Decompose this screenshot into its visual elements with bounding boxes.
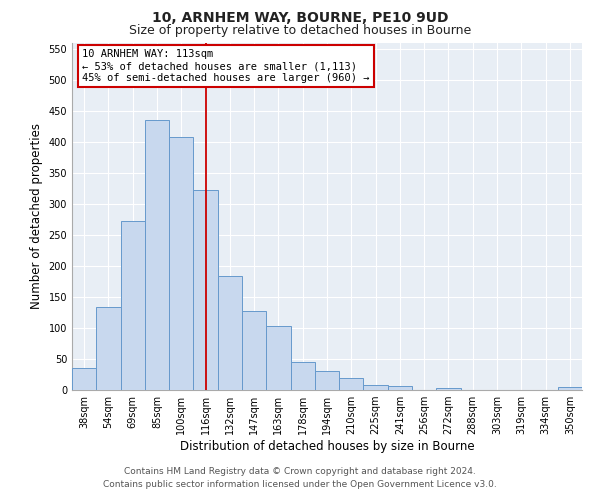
Bar (388, 386, 412, 390)
Bar (169, 138, 193, 390)
Bar (242, 310, 266, 390)
Text: 10, ARNHEM WAY, BOURNE, PE10 9UD: 10, ARNHEM WAY, BOURNE, PE10 9UD (152, 11, 448, 25)
Bar (96, 308, 121, 390)
Bar (193, 190, 218, 390)
Bar (290, 362, 315, 390)
Bar (145, 120, 169, 390)
Y-axis label: Number of detached properties: Number of detached properties (30, 123, 43, 309)
Text: Contains HM Land Registry data © Crown copyright and database right 2024.
Contai: Contains HM Land Registry data © Crown c… (103, 467, 497, 489)
Bar (436, 388, 461, 390)
Bar (339, 378, 364, 390)
Text: Size of property relative to detached houses in Bourne: Size of property relative to detached ho… (129, 24, 471, 37)
X-axis label: Distribution of detached houses by size in Bourne: Distribution of detached houses by size … (179, 440, 475, 453)
Bar (558, 387, 582, 390)
Bar (72, 368, 96, 390)
Bar (218, 276, 242, 390)
Text: 10 ARNHEM WAY: 113sqm
← 53% of detached houses are smaller (1,113)
45% of semi-d: 10 ARNHEM WAY: 113sqm ← 53% of detached … (82, 50, 370, 82)
Bar (121, 221, 145, 390)
Bar (364, 385, 388, 390)
Bar (266, 326, 290, 390)
Bar (315, 372, 339, 390)
